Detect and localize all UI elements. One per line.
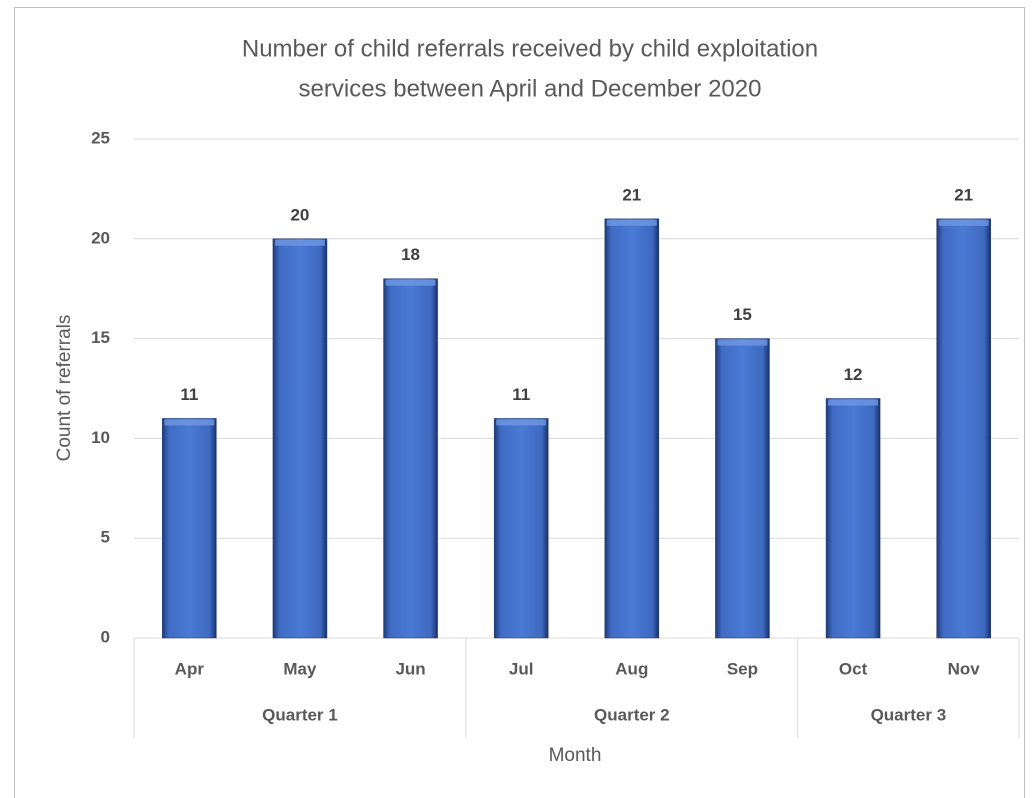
bar — [936, 218, 991, 639]
data-label: 21 — [954, 185, 973, 204]
x-tick-label: May — [283, 659, 317, 678]
x-tick-label: Nov — [948, 659, 981, 678]
chart-title: Number of child referrals received by ch… — [242, 35, 818, 62]
group-label: Quarter 2 — [594, 705, 670, 724]
x-tick-label: Sep — [727, 659, 758, 678]
data-label: 12 — [844, 365, 863, 384]
data-label: 11 — [180, 385, 198, 404]
bar — [383, 278, 438, 639]
y-tick-label: 10 — [91, 428, 110, 447]
bar — [493, 418, 549, 639]
bar — [272, 238, 328, 639]
x-tick-label: Aug — [615, 659, 648, 678]
data-label: 11 — [512, 385, 530, 404]
x-tick-label: Jul — [509, 659, 534, 678]
x-tick-label: Apr — [175, 659, 205, 678]
bar-bevel — [606, 219, 657, 226]
bar — [604, 218, 660, 639]
y-axis-label: Count of referrals — [54, 315, 75, 462]
bar — [162, 418, 217, 639]
data-label: 18 — [401, 245, 420, 264]
bar-bevel — [496, 419, 547, 426]
data-label: 21 — [622, 185, 641, 204]
y-tick-label: 15 — [91, 328, 110, 347]
y-tick-label: 25 — [91, 128, 110, 147]
data-label: 20 — [290, 205, 309, 224]
x-tick-label: Jun — [395, 659, 425, 678]
x-tick-label: Oct — [839, 659, 868, 678]
y-tick-label: 0 — [101, 627, 110, 646]
data-label: 15 — [733, 305, 752, 324]
bar — [825, 398, 881, 639]
x-axis-label: Month — [549, 745, 602, 766]
chart-title: services between April and December 2020 — [299, 75, 762, 102]
group-label: Quarter 3 — [871, 705, 947, 724]
bar-bevel — [717, 339, 768, 346]
y-tick-label: 20 — [91, 228, 110, 247]
bar — [715, 338, 770, 639]
bar-bevel — [274, 239, 325, 246]
y-tick-label: 5 — [101, 528, 110, 547]
group-label: Quarter 1 — [262, 705, 338, 724]
bar-bevel — [385, 279, 436, 286]
bar-bevel — [938, 219, 989, 226]
bar-bevel — [828, 399, 879, 406]
bar-bevel — [164, 419, 215, 426]
